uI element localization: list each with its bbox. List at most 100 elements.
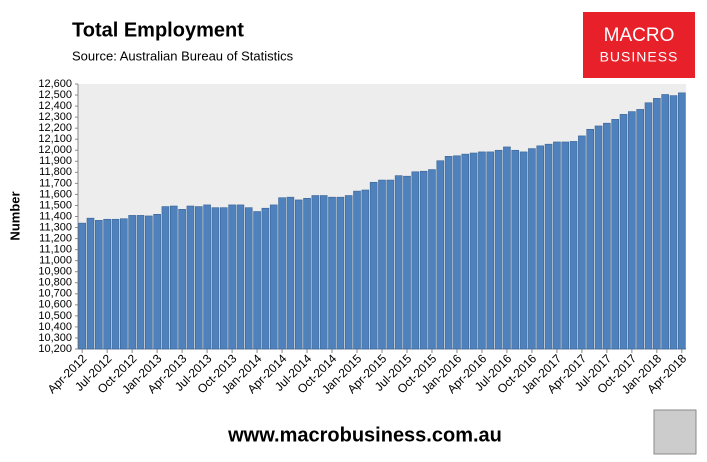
bar (319, 195, 328, 350)
bar (444, 156, 453, 350)
bar (78, 222, 86, 350)
bar (269, 204, 278, 350)
bar (278, 197, 286, 350)
bar (144, 215, 153, 350)
logo-text: MACRO (604, 25, 675, 46)
bar (644, 102, 653, 350)
bar (478, 151, 486, 350)
y-tick-label: 11,100 (39, 244, 72, 256)
logo (583, 12, 695, 78)
bar (311, 195, 320, 350)
bar (219, 207, 228, 350)
bar (519, 151, 528, 350)
bar (536, 145, 545, 350)
bar (344, 195, 353, 350)
y-tick-label: 10,300 (38, 332, 72, 344)
chart-subtitle: Source: Australian Bureau of Statistics (72, 48, 294, 63)
bar (111, 218, 120, 350)
bar (528, 148, 536, 350)
bar (511, 149, 520, 350)
y-axis-label: Number (7, 191, 22, 240)
bar (153, 213, 161, 350)
bar (586, 128, 595, 350)
y-tick-label: 12,400 (38, 100, 72, 112)
bar (611, 119, 620, 350)
bar (394, 175, 403, 350)
bar (86, 217, 95, 350)
y-tick-label: 11,200 (39, 232, 72, 244)
bar (228, 204, 236, 350)
wolf-icon (653, 409, 697, 455)
y-tick-label: 10,700 (38, 288, 72, 300)
y-tick-label: 12,200 (38, 122, 72, 134)
y-tick-label: 10,500 (38, 310, 72, 322)
bar (503, 146, 511, 350)
bar (294, 199, 303, 350)
y-tick-label: 11,500 (39, 199, 72, 211)
bar (361, 189, 370, 350)
bar (553, 141, 561, 350)
y-tick-label: 12,300 (38, 111, 72, 123)
chart-title: Total Employment (72, 19, 244, 41)
bar (653, 98, 661, 350)
bar (436, 160, 445, 350)
bar (286, 196, 295, 350)
bar (403, 175, 411, 350)
bar (469, 152, 478, 350)
y-tick-label: 11,400 (39, 210, 72, 222)
bar (328, 196, 336, 350)
bar (453, 155, 461, 350)
bar (494, 149, 503, 350)
bar (236, 204, 245, 350)
bar (578, 135, 586, 350)
bar (628, 111, 636, 350)
bar (194, 206, 203, 350)
y-tick-label: 11,000 (39, 255, 72, 267)
bar (353, 190, 361, 350)
y-tick-label: 11,600 (39, 188, 72, 200)
bar (128, 215, 136, 350)
bar (261, 207, 270, 350)
y-tick-label: 11,900 (39, 155, 72, 167)
bar (161, 206, 170, 350)
y-tick-label: 11,300 (39, 221, 72, 233)
y-tick-label: 11,700 (39, 177, 72, 189)
bar (203, 204, 211, 350)
bar (419, 170, 428, 350)
bar (411, 171, 420, 350)
bar (103, 218, 111, 350)
bar (619, 114, 628, 350)
footer: www.macrobusiness.com.au (227, 424, 502, 446)
bar (486, 151, 495, 350)
bar (594, 125, 603, 350)
bar (603, 122, 611, 350)
bar (186, 205, 195, 350)
y-tick-label: 12,000 (38, 144, 72, 156)
bar (303, 197, 311, 350)
bar (136, 215, 145, 350)
y-tick-label: 11,800 (39, 166, 72, 178)
y-tick-label: 12,600 (38, 78, 72, 90)
bar (244, 207, 253, 350)
bar (561, 141, 570, 350)
y-tick-label: 10,600 (38, 299, 72, 311)
bar (211, 207, 220, 350)
bar (669, 95, 678, 350)
bar (569, 141, 578, 350)
bar (120, 218, 128, 350)
bar (661, 94, 669, 350)
y-tick-label: 10,800 (38, 277, 72, 289)
bar (636, 109, 644, 350)
logo-text: BUSINESS (600, 49, 679, 65)
y-tick-label: 10,200 (38, 343, 72, 355)
bar (461, 153, 470, 350)
bar (169, 205, 178, 350)
y-tick-label: 10,900 (38, 266, 72, 278)
bar (95, 220, 103, 350)
bar (544, 143, 553, 350)
bar (386, 179, 395, 350)
y-tick-label: 10,400 (38, 321, 72, 333)
bar (253, 211, 261, 350)
bar (336, 196, 345, 350)
